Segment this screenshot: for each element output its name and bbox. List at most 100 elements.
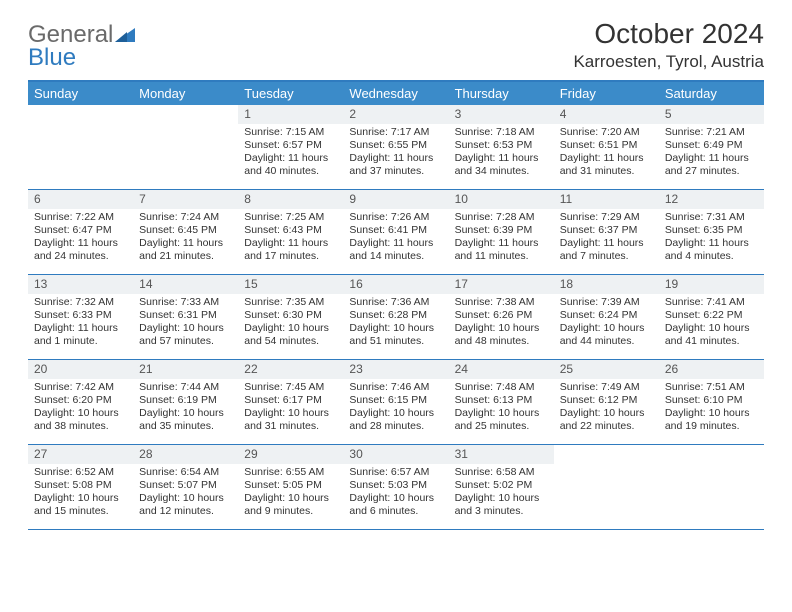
- day-body: Sunrise: 7:24 AMSunset: 6:45 PMDaylight:…: [133, 209, 238, 268]
- day-cell: 24Sunrise: 7:48 AMSunset: 6:13 PMDayligh…: [449, 360, 554, 444]
- dow-wednesday: Wednesday: [343, 82, 448, 105]
- daylight-line: Daylight: 10 hours and 12 minutes.: [139, 492, 232, 518]
- sunrise-line: Sunrise: 7:36 AM: [349, 296, 442, 309]
- daylight-line: Daylight: 10 hours and 31 minutes.: [244, 407, 337, 433]
- daylight-line: Daylight: 11 hours and 11 minutes.: [455, 237, 548, 263]
- day-cell: 2Sunrise: 7:17 AMSunset: 6:55 PMDaylight…: [343, 105, 448, 189]
- daylight-line: Daylight: 10 hours and 38 minutes.: [34, 407, 127, 433]
- day-number: 30: [343, 445, 448, 464]
- day-number: 31: [449, 445, 554, 464]
- daylight-line: Daylight: 11 hours and 1 minute.: [34, 322, 127, 348]
- day-number: 21: [133, 360, 238, 379]
- calendar: Sunday Monday Tuesday Wednesday Thursday…: [28, 80, 764, 530]
- day-cell: 14Sunrise: 7:33 AMSunset: 6:31 PMDayligh…: [133, 275, 238, 359]
- day-number: 10: [449, 190, 554, 209]
- day-body: Sunrise: 7:36 AMSunset: 6:28 PMDaylight:…: [343, 294, 448, 353]
- day-number: 1: [238, 105, 343, 124]
- day-number: 25: [554, 360, 659, 379]
- daylight-line: Daylight: 10 hours and 19 minutes.: [665, 407, 758, 433]
- sunrise-line: Sunrise: 7:49 AM: [560, 381, 653, 394]
- sunset-line: Sunset: 6:55 PM: [349, 139, 442, 152]
- day-cell: ..: [133, 105, 238, 189]
- daylight-line: Daylight: 11 hours and 21 minutes.: [139, 237, 232, 263]
- day-body: Sunrise: 7:32 AMSunset: 6:33 PMDaylight:…: [28, 294, 133, 353]
- day-cell: 16Sunrise: 7:36 AMSunset: 6:28 PMDayligh…: [343, 275, 448, 359]
- sunrise-line: Sunrise: 7:20 AM: [560, 126, 653, 139]
- daylight-line: Daylight: 11 hours and 17 minutes.: [244, 237, 337, 263]
- dow-sunday: Sunday: [28, 82, 133, 105]
- day-body: Sunrise: 7:35 AMSunset: 6:30 PMDaylight:…: [238, 294, 343, 353]
- day-body: Sunrise: 6:57 AMSunset: 5:03 PMDaylight:…: [343, 464, 448, 523]
- sunrise-line: Sunrise: 7:33 AM: [139, 296, 232, 309]
- daylight-line: Daylight: 10 hours and 57 minutes.: [139, 322, 232, 348]
- location: Karroesten, Tyrol, Austria: [573, 52, 764, 72]
- day-body: Sunrise: 7:44 AMSunset: 6:19 PMDaylight:…: [133, 379, 238, 438]
- sunrise-line: Sunrise: 7:44 AM: [139, 381, 232, 394]
- daylight-line: Daylight: 11 hours and 37 minutes.: [349, 152, 442, 178]
- dow-thursday: Thursday: [449, 82, 554, 105]
- day-body: Sunrise: 6:58 AMSunset: 5:02 PMDaylight:…: [449, 464, 554, 523]
- daylight-line: Daylight: 11 hours and 4 minutes.: [665, 237, 758, 263]
- day-number: 14: [133, 275, 238, 294]
- daylight-line: Daylight: 11 hours and 31 minutes.: [560, 152, 653, 178]
- day-body: Sunrise: 7:49 AMSunset: 6:12 PMDaylight:…: [554, 379, 659, 438]
- daylight-line: Daylight: 10 hours and 25 minutes.: [455, 407, 548, 433]
- day-body: Sunrise: 7:22 AMSunset: 6:47 PMDaylight:…: [28, 209, 133, 268]
- sunset-line: Sunset: 6:19 PM: [139, 394, 232, 407]
- day-body: Sunrise: 7:51 AMSunset: 6:10 PMDaylight:…: [659, 379, 764, 438]
- sunset-line: Sunset: 6:24 PM: [560, 309, 653, 322]
- sunrise-line: Sunrise: 7:46 AM: [349, 381, 442, 394]
- day-number: 18: [554, 275, 659, 294]
- week-row: ....1Sunrise: 7:15 AMSunset: 6:57 PMDayl…: [28, 105, 764, 190]
- day-body: Sunrise: 7:42 AMSunset: 6:20 PMDaylight:…: [28, 379, 133, 438]
- day-number: 24: [449, 360, 554, 379]
- sunset-line: Sunset: 6:20 PM: [34, 394, 127, 407]
- day-cell: 9Sunrise: 7:26 AMSunset: 6:41 PMDaylight…: [343, 190, 448, 274]
- sunrise-line: Sunrise: 7:42 AM: [34, 381, 127, 394]
- week-row: 13Sunrise: 7:32 AMSunset: 6:33 PMDayligh…: [28, 275, 764, 360]
- day-cell: 25Sunrise: 7:49 AMSunset: 6:12 PMDayligh…: [554, 360, 659, 444]
- logo-triangle-icon: [115, 24, 135, 47]
- day-number: 4: [554, 105, 659, 124]
- day-body: Sunrise: 7:18 AMSunset: 6:53 PMDaylight:…: [449, 124, 554, 183]
- sunrise-line: Sunrise: 7:32 AM: [34, 296, 127, 309]
- sunset-line: Sunset: 6:15 PM: [349, 394, 442, 407]
- day-body: Sunrise: 6:54 AMSunset: 5:07 PMDaylight:…: [133, 464, 238, 523]
- sunrise-line: Sunrise: 6:58 AM: [455, 466, 548, 479]
- daylight-line: Daylight: 10 hours and 15 minutes.: [34, 492, 127, 518]
- day-cell: 15Sunrise: 7:35 AMSunset: 6:30 PMDayligh…: [238, 275, 343, 359]
- sunset-line: Sunset: 6:10 PM: [665, 394, 758, 407]
- day-cell: 10Sunrise: 7:28 AMSunset: 6:39 PMDayligh…: [449, 190, 554, 274]
- day-cell: 26Sunrise: 7:51 AMSunset: 6:10 PMDayligh…: [659, 360, 764, 444]
- daylight-line: Daylight: 11 hours and 34 minutes.: [455, 152, 548, 178]
- day-cell: 28Sunrise: 6:54 AMSunset: 5:07 PMDayligh…: [133, 445, 238, 529]
- day-cell: 21Sunrise: 7:44 AMSunset: 6:19 PMDayligh…: [133, 360, 238, 444]
- day-cell: 4 Sunrise: 7:20 AMSunset: 6:51 PMDaylight…: [554, 105, 659, 189]
- dow-saturday: Saturday: [659, 82, 764, 105]
- daylight-line: Daylight: 10 hours and 6 minutes.: [349, 492, 442, 518]
- sunrise-line: Sunrise: 7:41 AM: [665, 296, 758, 309]
- day-body: Sunrise: 7:15 AMSunset: 6:57 PMDaylight:…: [238, 124, 343, 183]
- sunset-line: Sunset: 6:41 PM: [349, 224, 442, 237]
- day-cell: ..: [28, 105, 133, 189]
- day-body: Sunrise: 6:52 AMSunset: 5:08 PMDaylight:…: [28, 464, 133, 523]
- dow-friday: Friday: [554, 82, 659, 105]
- day-number: 2: [343, 105, 448, 124]
- day-number: 3: [449, 105, 554, 124]
- day-cell: 27Sunrise: 6:52 AMSunset: 5:08 PMDayligh…: [28, 445, 133, 529]
- day-body: Sunrise: 7:33 AMSunset: 6:31 PMDaylight:…: [133, 294, 238, 353]
- day-cell: 19Sunrise: 7:41 AMSunset: 6:22 PMDayligh…: [659, 275, 764, 359]
- day-cell: ..: [659, 445, 764, 529]
- day-body: Sunrise: 7:28 AMSunset: 6:39 PMDaylight:…: [449, 209, 554, 268]
- sunrise-line: Sunrise: 7:51 AM: [665, 381, 758, 394]
- sunset-line: Sunset: 6:12 PM: [560, 394, 653, 407]
- daylight-line: Daylight: 10 hours and 9 minutes.: [244, 492, 337, 518]
- day-cell: 31Sunrise: 6:58 AMSunset: 5:02 PMDayligh…: [449, 445, 554, 529]
- sunset-line: Sunset: 6:51 PM: [560, 139, 653, 152]
- day-body: Sunrise: 7:25 AMSunset: 6:43 PMDaylight:…: [238, 209, 343, 268]
- sunset-line: Sunset: 6:43 PM: [244, 224, 337, 237]
- week-row: 20Sunrise: 7:42 AMSunset: 6:20 PMDayligh…: [28, 360, 764, 445]
- sunrise-line: Sunrise: 7:25 AM: [244, 211, 337, 224]
- sunrise-line: Sunrise: 7:35 AM: [244, 296, 337, 309]
- sunset-line: Sunset: 6:17 PM: [244, 394, 337, 407]
